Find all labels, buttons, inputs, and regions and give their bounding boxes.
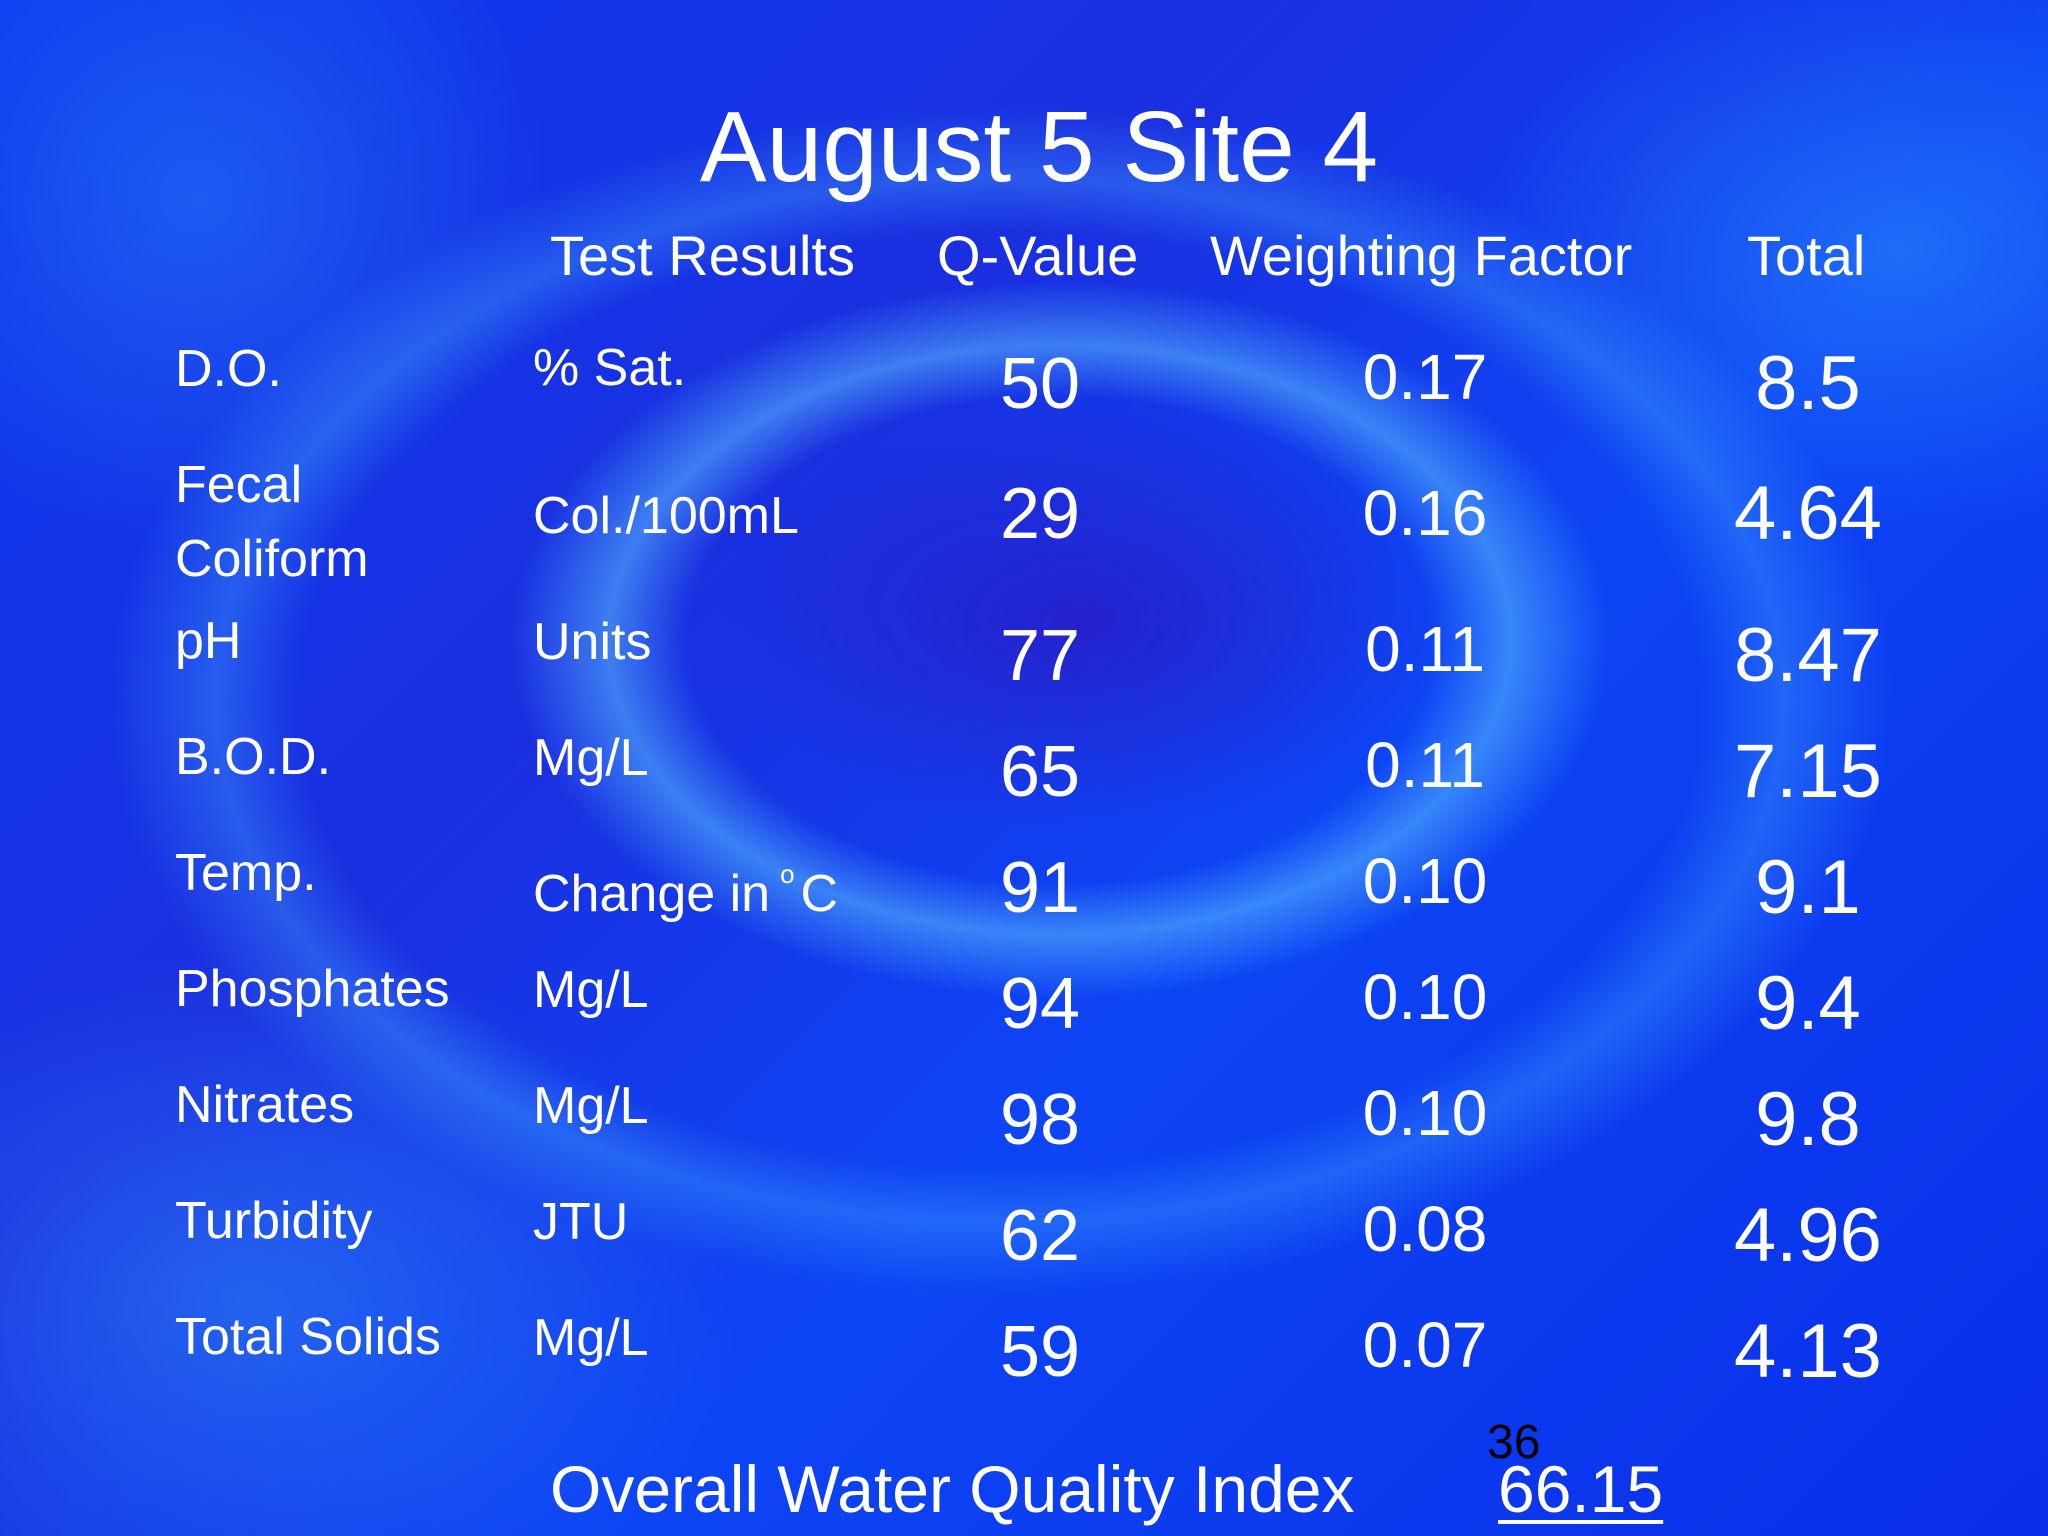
row-q-value: 94 xyxy=(999,964,1081,1044)
row-total: 4.13 xyxy=(1734,1309,1882,1394)
header-q-value: Q-Value xyxy=(937,224,1139,287)
row-unit: Col./100mL xyxy=(533,487,799,545)
page-number: 36 xyxy=(1487,1416,1541,1469)
row-parameter: Turbidity xyxy=(175,1192,373,1250)
row-total: 9.1 xyxy=(1755,845,1861,930)
row-weighting-factor: 0.16 xyxy=(1362,477,1488,549)
row-weighting-factor: 0.17 xyxy=(1362,341,1488,413)
row-q-value: 98 xyxy=(999,1080,1081,1160)
row-total: 4.64 xyxy=(1734,471,1882,556)
row-q-value: 77 xyxy=(999,616,1081,696)
header-weighting-factor: Weighting Factor xyxy=(1210,224,1633,287)
row-weighting-factor: 0.10 xyxy=(1362,845,1488,917)
row-weighting-factor: 0.11 xyxy=(1365,729,1485,801)
row-parameter-line2: Coliform xyxy=(175,530,369,588)
row-unit: Mg/L xyxy=(533,961,649,1019)
row-total: 4.96 xyxy=(1734,1193,1882,1278)
row-q-value: 65 xyxy=(999,732,1081,812)
row-weighting-factor: 0.10 xyxy=(1362,1077,1488,1149)
row-total: 9.4 xyxy=(1755,961,1861,1046)
degree-symbol: o xyxy=(780,859,795,889)
row-parameter: Phosphates xyxy=(175,960,450,1018)
row-unit-suffix: C xyxy=(800,865,839,923)
slide-title: August 5 Site 4 xyxy=(699,91,1379,203)
row-parameter: D.O. xyxy=(175,340,282,398)
row-weighting-factor: 0.11 xyxy=(1365,613,1485,685)
row-parameter: pH xyxy=(175,612,242,670)
row-q-value: 91 xyxy=(999,848,1081,928)
row-weighting-factor: 0.08 xyxy=(1362,1193,1488,1265)
row-parameter: B.O.D. xyxy=(175,728,332,786)
row-parameter: Nitrates xyxy=(175,1076,355,1134)
row-unit: JTU xyxy=(533,1193,629,1251)
row-parameter: Total Solids xyxy=(175,1308,441,1366)
row-q-value: 59 xyxy=(999,1312,1081,1392)
row-unit: Mg/L xyxy=(533,1077,649,1135)
row-unit: % Sat. xyxy=(533,339,687,397)
row-total: 9.8 xyxy=(1755,1077,1861,1162)
wqi-label: Overall Water Quality Index xyxy=(550,1452,1355,1526)
row-unit: Mg/L xyxy=(533,1309,649,1367)
row-total: 8.47 xyxy=(1734,613,1882,698)
row-q-value: 29 xyxy=(999,474,1081,554)
header-test-results: Test Results xyxy=(550,224,855,287)
row-unit: Mg/L xyxy=(533,729,649,787)
row-unit: Units xyxy=(533,613,652,671)
header-total: Total xyxy=(1747,224,1866,287)
row-parameter-line1: Fecal xyxy=(175,456,303,514)
wqi-value: 66.15 xyxy=(1498,1452,1664,1526)
row-q-value: 62 xyxy=(999,1196,1081,1276)
row-weighting-factor: 0.07 xyxy=(1362,1309,1488,1381)
row-parameter: Temp. xyxy=(175,844,317,902)
row-q-value: 50 xyxy=(999,344,1081,424)
row-weighting-factor: 0.10 xyxy=(1362,961,1488,1033)
row-total: 7.15 xyxy=(1734,729,1882,814)
row-unit-prefix: Change in xyxy=(533,865,771,923)
row-total: 8.5 xyxy=(1755,341,1861,426)
row-unit: Change in o C xyxy=(533,844,838,924)
